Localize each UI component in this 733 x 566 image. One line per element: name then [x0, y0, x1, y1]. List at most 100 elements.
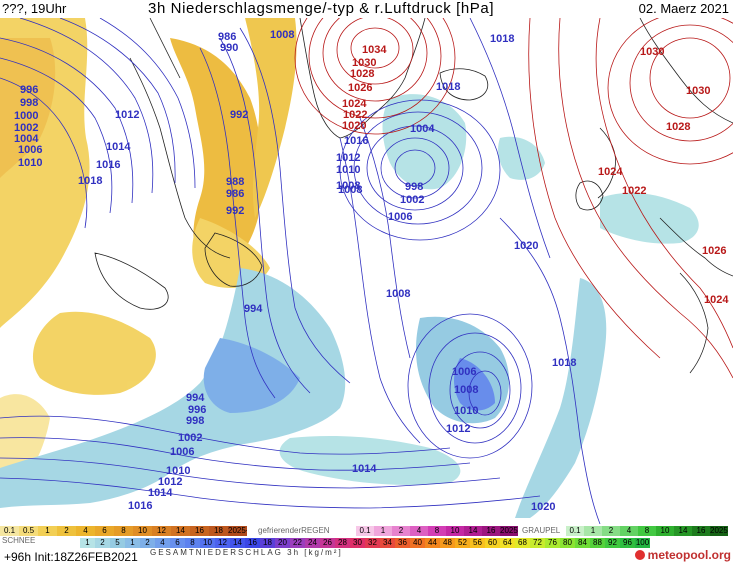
logo-icon [634, 550, 645, 560]
total-precip-scale-cell: 30 [350, 538, 365, 548]
isobar-west-6 [99, 18, 196, 189]
isobar-label: 1012 [446, 423, 470, 435]
rain-british-isles [600, 192, 699, 244]
greenland-coast [299, 18, 426, 139]
isobar-label: 994 [186, 392, 205, 404]
isobar-label: 996 [188, 404, 206, 416]
total-precip-scale-cell: 76 [545, 538, 560, 548]
snow-scale-cell: 0.1 [0, 526, 19, 536]
isobar-label: 1006 [388, 211, 412, 223]
graupel-legend-title: GRAUPEL [522, 526, 561, 535]
isobar-label: 998 [186, 415, 204, 427]
isobar-label: 1024 [704, 294, 729, 306]
total-precip-scale-cell: 44 [425, 538, 440, 548]
labrador-coast [129, 57, 231, 259]
isobar-label: 1002 [178, 432, 202, 444]
nova-scotia-coast [94, 252, 169, 310]
isobar-south-3 [0, 457, 501, 489]
isobar-label: 1030 [352, 57, 376, 69]
snow-area-west [0, 18, 90, 328]
isobar-mid-2 [359, 117, 411, 359]
isobar-label: 1030 [640, 46, 664, 58]
total-precip-scale-cell: 26 [320, 538, 335, 548]
isobars-high [294, 18, 733, 379]
total-precip-scale-cell: 1 [125, 538, 140, 548]
isobar-high-greenland-2 [336, 18, 414, 85]
freezing-rain-scale-cell: 0.1 [356, 526, 374, 536]
isobar-label: 1028 [666, 121, 690, 133]
isobar-label: 1008 [270, 29, 294, 41]
total-precip-scale-cell: 22 [290, 538, 305, 548]
isobar-label: 1030 [686, 85, 710, 97]
logo-text: meteopool.org [647, 548, 731, 562]
total-precip-scale-cell: 20 [275, 538, 290, 548]
isobar-high-east-1 [595, 18, 733, 349]
total-precip-scale-cell: 12 [215, 538, 230, 548]
isobar-high-greenland-3 [322, 18, 428, 102]
isobar-label: 994 [244, 303, 263, 315]
total-precip-scale-cell: 68 [515, 538, 530, 548]
isobar-label: 1006 [170, 446, 194, 458]
isobar-label: 1028 [350, 68, 374, 80]
meteopool-logo[interactable]: meteopool.org [634, 548, 731, 562]
graupel-scale-cell: 10 [656, 526, 674, 536]
isobar-label: 992 [230, 109, 248, 121]
snow-scale-cell: 0.5 [19, 526, 38, 536]
isobar-high-east-3 [528, 18, 661, 359]
snow-area-greenland-south [245, 18, 297, 218]
iceland-coast [439, 68, 489, 101]
isobar-label: 1012 [336, 152, 360, 164]
isobar-low-iceland-4 [353, 111, 483, 225]
total-precip-scale-cell: 60 [485, 538, 500, 548]
snow-scale-cell: 8 [114, 526, 133, 536]
snow-scale-cell: 6 [95, 526, 114, 536]
snow-scale-cell: 10 [133, 526, 152, 536]
isobars-low [0, 18, 601, 524]
total-precip-legend-title: GESAMTNIEDERSCHLAG 3h [kg/m²] [150, 548, 343, 557]
snow-legend-title: SCHNEE [2, 536, 36, 545]
iberia-coast [679, 272, 709, 374]
isobar-label: 1012 [115, 109, 139, 121]
isobar-west-5 [59, 18, 176, 184]
rain-scattered-north [498, 136, 545, 180]
graupel-scale-cell: 0.1 [566, 526, 584, 536]
isobar-label: 1010 [336, 164, 360, 176]
total-precip-scale-cell: 34 [380, 538, 395, 548]
total-precip-scale-cell: 18 [260, 538, 275, 548]
snow-scale-cell: 14 [171, 526, 190, 536]
isobar-label: 1008 [338, 184, 362, 196]
isobar-label: 1018 [552, 357, 576, 369]
isobar-low-iceland-2 [380, 137, 450, 199]
isobar-label: 986 [226, 188, 244, 200]
snow-scale-cell: 1 [38, 526, 57, 536]
isobar-label: 990 [220, 42, 238, 54]
isobar-label: 1016 [128, 500, 152, 512]
graupel-scale-cell: 4 [620, 526, 638, 536]
isobar-label: 1016 [344, 135, 368, 147]
isobar-label: 988 [226, 176, 244, 188]
isobar-west-4 [19, 18, 154, 194]
total-precip-scale-cell: 48 [440, 538, 455, 548]
isobar-trough-3 [239, 27, 351, 384]
rain-band-southern [279, 436, 461, 485]
model-run-label: +96h Init:18Z26FEB2021 [4, 550, 138, 564]
isobar-low-central-4 [407, 313, 533, 459]
snow-scale-cell: 2025+ [228, 526, 247, 536]
total-precip-scale-cell: 6 [170, 538, 185, 548]
isobar-trough-1 [199, 47, 276, 399]
isobar-high-east-2 [558, 18, 733, 379]
graupel-scale-cell: 14 [674, 526, 692, 536]
isobar-high-norway-2 [629, 24, 733, 142]
total-precip-scale-cell: 100 [635, 538, 650, 548]
isobar-label: 1000 [14, 110, 38, 122]
isobar-label: 1018 [490, 33, 514, 45]
total-precip-scale-cell: 2 [140, 538, 155, 548]
isobar-label: 1014 [352, 463, 377, 475]
isobar-south-2 [0, 437, 471, 471]
isobar-label: 1014 [148, 487, 173, 499]
isobar-trough-2 [219, 37, 311, 394]
rain-precip-areas [0, 94, 699, 518]
isobar-label: 1002 [14, 122, 38, 134]
